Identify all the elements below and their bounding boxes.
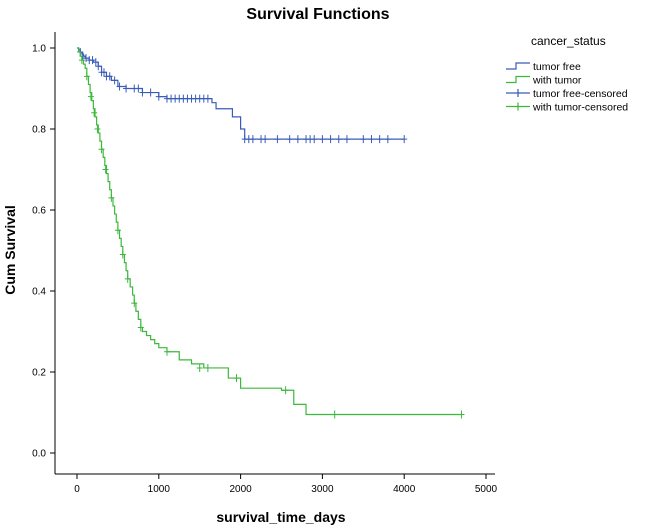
censor-mark [311,135,318,144]
censor-mark [294,135,301,144]
y-tick-label: 0.2 [32,368,46,379]
legend-swatch [506,75,530,84]
legend-label: tumor free-censored [533,88,628,100]
censor-mark [249,135,256,144]
censor-mark [335,135,342,144]
censor-mark [139,88,146,97]
censor-mark [155,92,162,101]
x-ticks: 0 1000 2000 3000 4000 5000 [74,474,498,495]
legend-label: tumor free [533,61,581,73]
x-tick-label: 0 [74,484,80,495]
censor-mark [262,135,269,144]
y-tick-label: 0.6 [32,206,46,217]
censor-mark [87,92,94,101]
legend-swatch [506,89,530,97]
y-tick-label: 0.4 [32,287,46,298]
censor-mark [163,347,170,356]
censor-mark [94,125,101,133]
censor-mark [274,135,281,144]
x-tick-label: 1000 [148,484,171,495]
censor-mark [319,135,326,144]
y-axis-label: Cum Survival [2,205,18,294]
x-tick-label: 3000 [311,484,334,495]
censor-mark [108,193,115,202]
x-tick-label: 2000 [229,484,252,495]
censor-mark [233,374,240,383]
y-ticks: 0.0 0.2 0.4 0.6 0.8 1.0 [32,44,55,460]
x-tick-label: 5000 [475,484,498,495]
censor-mark [83,54,89,63]
censor-mark [100,68,107,77]
censor-mark [401,135,408,144]
censor-mark [89,56,96,65]
censor-mark [114,226,121,235]
censor-mark [196,363,203,372]
censor-mark [92,58,99,67]
censor-mark [286,135,293,144]
y-tick-label: 1.0 [32,44,46,55]
axes [54,32,495,475]
censor-mark [360,135,367,144]
x-tick-label: 4000 [393,484,416,495]
legend-title: cancer_status [531,34,606,48]
censor-mark [458,410,465,419]
censor-mark [124,274,131,283]
legend-label: with tumor [532,75,582,87]
legend-swatch [506,62,530,70]
censor-mark [135,84,142,93]
x-axis-label: survival_time_days [216,509,345,525]
censor-mark [102,165,109,174]
censor-mark [106,72,113,81]
censor-mark [131,299,138,308]
censor-mark [123,84,130,93]
legend-swatch [506,102,530,111]
censor-marks-with-tumor [78,56,465,419]
censor-mark [327,135,334,144]
censor-mark [78,56,85,65]
y-tick-label: 0.8 [32,125,46,136]
censor-mark [111,76,118,85]
censor-mark [95,62,102,71]
legend-label: with tumor-censored [532,102,628,114]
censor-mark [331,410,338,419]
censor-mark [368,135,375,144]
censor-mark [116,82,123,91]
censor-mark [204,363,211,372]
censor-mark [98,145,105,154]
censor-mark [384,135,391,144]
censor-mark [137,323,144,332]
y-tick-label: 0.0 [32,449,46,460]
censor-mark [204,94,211,103]
legend: cancer_status tumor free with tumortumor … [506,34,628,114]
censor-mark [343,135,350,144]
censor-mark [376,135,383,144]
censor-mark [119,250,126,259]
censor-mark [282,386,289,395]
censor-mark [147,88,154,97]
censor-mark [91,108,98,117]
chart-title: Survival Functions [246,6,389,23]
plot-area [77,47,465,419]
censor-mark [83,72,90,81]
